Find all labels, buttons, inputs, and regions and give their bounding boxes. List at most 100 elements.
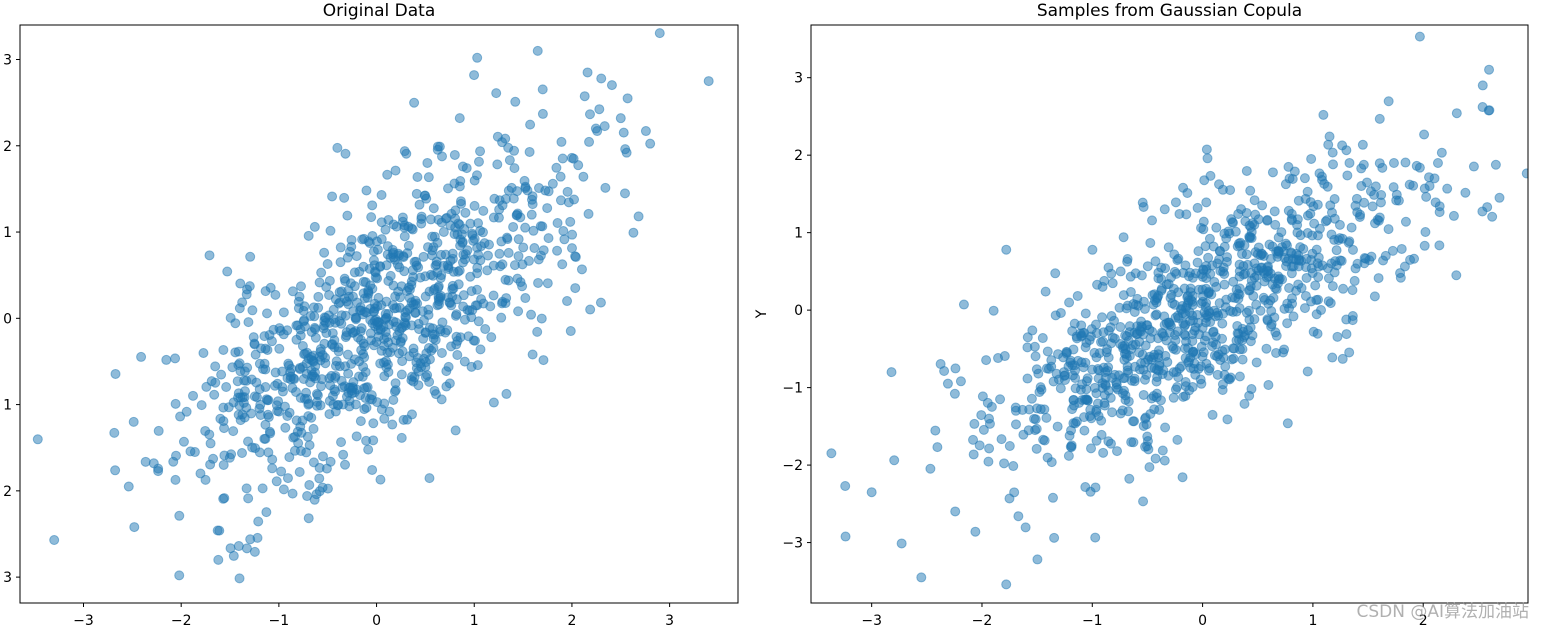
scatter-point <box>1370 181 1381 192</box>
scatter-point <box>592 126 603 137</box>
scatter-point <box>340 332 351 343</box>
scatter-point <box>458 301 469 312</box>
y-tick-label: 3 <box>794 71 803 87</box>
scatter-point <box>958 299 969 310</box>
scatter-point <box>321 328 332 339</box>
scatter-point <box>1154 360 1165 371</box>
scatter-point <box>221 381 232 392</box>
scatter-point <box>397 216 408 227</box>
scatter-point <box>526 209 537 220</box>
scatter-point <box>1177 472 1188 483</box>
scatter-point <box>280 422 291 433</box>
scatter-point <box>1124 473 1135 484</box>
scatter-point <box>565 326 576 337</box>
scatter-point <box>345 323 356 334</box>
scatter-point <box>385 270 396 281</box>
scatter-point <box>1347 285 1358 296</box>
scatter-point <box>1050 310 1061 321</box>
scatter-point <box>583 208 594 219</box>
scatter-point <box>1337 140 1348 151</box>
scatter-point <box>222 266 233 277</box>
scatter-point <box>1355 209 1366 220</box>
scatter-point <box>414 199 425 210</box>
scatter-point <box>1419 129 1430 140</box>
scatter-point <box>388 316 399 327</box>
scatter-point <box>128 416 139 427</box>
scatter-point <box>1282 418 1293 429</box>
scatter-point <box>1326 258 1337 269</box>
scatter-point <box>452 349 463 360</box>
scatter-point <box>214 525 225 536</box>
scatter-point <box>1250 209 1261 220</box>
scatter-point <box>1239 398 1250 409</box>
scatter-point <box>435 290 446 301</box>
scatter-point <box>1098 447 1109 458</box>
scatter-point <box>411 256 422 267</box>
x-tick-label: 2 <box>567 613 576 628</box>
scatter-point <box>446 341 457 352</box>
scatter-point <box>243 317 254 328</box>
scatter-point <box>1482 202 1493 213</box>
scatter-point <box>520 183 531 194</box>
scatter-point <box>1203 365 1214 376</box>
scatter-point <box>1118 290 1129 301</box>
scatter-point <box>1346 222 1357 233</box>
scatter-point <box>1165 292 1176 303</box>
scatter-point <box>1419 183 1430 194</box>
scatter-point <box>1244 305 1254 316</box>
scatter-point <box>388 219 399 230</box>
scatter-point <box>1369 189 1380 200</box>
scatter-point <box>1246 384 1257 395</box>
scatter-point <box>654 28 665 39</box>
scatter-point <box>596 73 607 84</box>
scatter-point <box>1140 340 1151 351</box>
scatter-point <box>1178 391 1189 402</box>
x-tick-label: 1 <box>1308 613 1317 628</box>
scatter-point <box>349 267 360 278</box>
scatter-point <box>1138 364 1149 375</box>
scatter-point <box>412 171 423 182</box>
scatter-point <box>582 67 593 78</box>
scatter-point <box>1369 291 1380 302</box>
scatter-point <box>1243 285 1254 296</box>
scatter-point <box>1115 266 1126 277</box>
scatter-point <box>1374 158 1385 169</box>
scatter-point <box>513 251 524 262</box>
scatter-point <box>455 196 466 207</box>
scatter-point <box>1305 197 1316 208</box>
scatter-point <box>276 466 287 477</box>
scatter-point <box>255 399 266 410</box>
scatter-point <box>472 52 483 63</box>
scatter-point <box>441 212 452 223</box>
scatter-point <box>1233 238 1244 249</box>
scatter-point <box>1022 332 1033 343</box>
scatter-point <box>1050 268 1061 279</box>
scatter-point <box>382 249 393 260</box>
scatter-point <box>618 127 629 138</box>
scatter-point <box>1140 412 1151 423</box>
scatter-point <box>250 349 261 360</box>
scatter-point <box>420 291 431 302</box>
scatter-point <box>1338 283 1349 294</box>
scatter-point <box>995 394 1006 405</box>
scatter-point <box>1300 290 1311 301</box>
scatter-point <box>1142 441 1153 452</box>
x-tick-label: −3 <box>73 613 94 628</box>
scatter-point <box>1118 232 1129 243</box>
scatter-point <box>188 390 199 401</box>
scatter-point <box>497 137 508 148</box>
scatter-point <box>478 205 489 216</box>
scatter-point <box>1122 253 1133 264</box>
scatter-point <box>1154 404 1165 415</box>
scatter-point <box>425 269 436 280</box>
scatter-point <box>1337 353 1348 364</box>
scatter-point <box>1280 179 1291 190</box>
scatter-point <box>640 126 651 137</box>
scatter-point <box>1320 216 1331 227</box>
scatter-point <box>1349 275 1360 286</box>
scatter-point <box>432 141 443 152</box>
scatter-point <box>282 410 293 421</box>
scatter-point <box>390 165 401 176</box>
scatter-point <box>298 305 309 316</box>
scatter-point <box>1150 256 1161 267</box>
